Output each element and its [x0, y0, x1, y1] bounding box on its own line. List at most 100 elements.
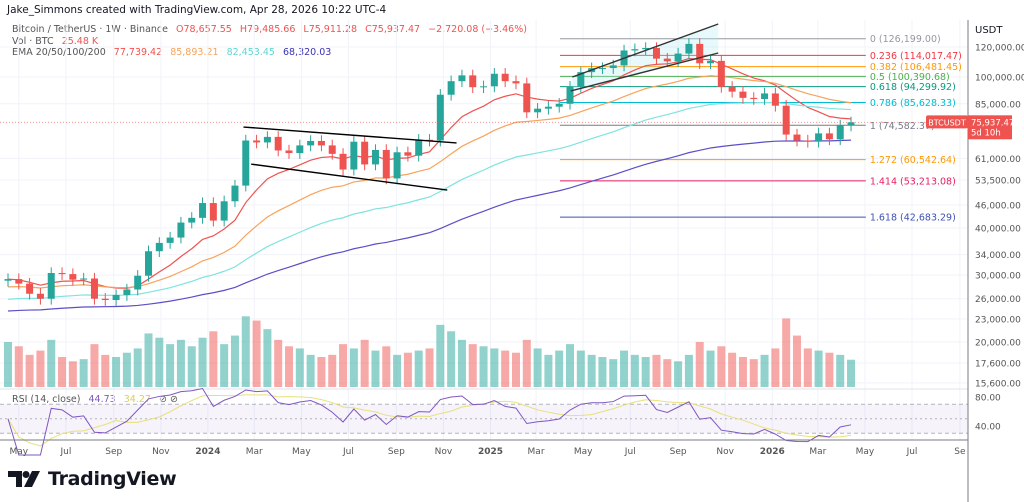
time-axis-tick: May: [856, 447, 875, 457]
volume-bar: [306, 354, 315, 387]
symbol-legend: Bitcoin / TetherUS · 1W · Binance O78,65…: [12, 24, 532, 35]
candle-body: [577, 72, 585, 87]
volume-bar: [760, 354, 769, 387]
price-axis-currency: USDT: [975, 25, 1003, 36]
candle-body: [317, 140, 325, 146]
volume-bar: [198, 337, 207, 387]
open-value: O78,657.55: [176, 24, 232, 35]
symbol-tag-text: BTCUSDT: [928, 118, 966, 127]
candle-body: [739, 91, 747, 98]
candle-body: [263, 136, 271, 143]
volume-bar: [79, 359, 88, 387]
candle-body: [404, 152, 412, 156]
candle-body: [598, 68, 606, 70]
volume-bar: [209, 331, 218, 387]
candle-body: [782, 105, 790, 135]
volume-bar: [641, 357, 650, 387]
trendline: [251, 163, 448, 191]
candle-body: [36, 293, 44, 299]
price-axis-tick: 26,000.00: [975, 295, 1021, 305]
volume-bar: [544, 354, 553, 387]
volume-bar: [274, 339, 283, 387]
tradingview-logo-text: TradingView: [48, 468, 177, 490]
volume-bar: [728, 352, 737, 387]
volume-bar: [285, 346, 294, 387]
candle-body: [771, 93, 779, 106]
price-axis-tick: 40,000.00: [975, 224, 1021, 234]
time-axis-tick: May: [292, 447, 311, 457]
time-axis-tick: Jul: [906, 447, 918, 457]
candle-body: [80, 278, 88, 280]
candle-body: [415, 139, 423, 156]
volume-bar: [382, 346, 391, 387]
symbol-title[interactable]: Bitcoin / TetherUS · 1W · Binance: [12, 24, 168, 35]
hidden-icon[interactable]: ⊘ ⊘: [158, 394, 178, 405]
channel-fill: [570, 23, 719, 91]
volume-bar: [58, 357, 67, 387]
price-axis-tick: 85,000.00: [975, 100, 1021, 110]
candle-body: [707, 60, 715, 64]
candle-body: [566, 86, 574, 104]
candle-body: [231, 185, 239, 202]
candle-body: [101, 298, 109, 301]
candle-body: [242, 140, 250, 186]
volume-bar: [349, 348, 358, 387]
candle-body: [663, 58, 671, 62]
volume-bar: [317, 357, 326, 387]
volume-bar: [25, 354, 34, 387]
ema-line-50: [7, 75, 852, 289]
volume-bar: [566, 344, 575, 387]
ema-label[interactable]: EMA 20/50/100/200: [12, 47, 106, 58]
volume-bar: [630, 354, 639, 387]
candle-body: [652, 47, 660, 59]
volume-bar: [738, 357, 747, 387]
volume-bar: [220, 344, 229, 387]
volume-label[interactable]: Vol · BTC: [12, 36, 54, 47]
rsi-axis-tick: 80.00: [975, 394, 1001, 404]
candle-body: [501, 73, 509, 82]
candle-body: [534, 108, 542, 113]
candle-body: [544, 106, 552, 109]
candle-body: [436, 94, 444, 141]
volume-bar: [598, 357, 607, 387]
volume-bar: [122, 352, 131, 387]
candle-body: [350, 141, 358, 170]
price-tag-value: 75,937.47: [971, 118, 1014, 128]
candle-body: [209, 203, 217, 221]
ema-line-100: [7, 101, 852, 300]
volume-bar: [782, 318, 791, 387]
volume-bar: [533, 348, 542, 387]
volume-bar: [133, 348, 142, 387]
volume-bar: [457, 339, 466, 387]
volume-bar: [36, 350, 45, 387]
candle-body: [728, 86, 736, 92]
candle-body: [393, 152, 401, 179]
fib-level-label: 0.382 (106,481.45): [870, 62, 962, 73]
time-axis-tick: Nov: [716, 447, 734, 457]
candle-body: [58, 273, 66, 275]
volume-bar: [403, 352, 412, 387]
rsi-value: 44.73: [88, 394, 116, 405]
candle-body: [15, 279, 23, 284]
volume-bar: [252, 320, 261, 387]
symbol-tag: [926, 115, 968, 129]
time-axis-tick: Jul: [624, 447, 636, 457]
candle-body: [382, 149, 390, 179]
volume-bar: [847, 359, 856, 387]
price-axis-tick: 23,000.00: [975, 315, 1021, 325]
candle-body: [512, 81, 520, 84]
rsi-label[interactable]: RSI (14, close): [12, 394, 81, 405]
fib-level-label: 0 (126,199.00): [870, 34, 941, 45]
candle-body: [69, 274, 77, 280]
volume-bar: [263, 329, 272, 387]
price-tag-countdown: 5d 10h: [971, 128, 1001, 138]
volume-bar: [436, 324, 445, 387]
candle-body: [847, 122, 855, 126]
volume-bar: [230, 335, 239, 387]
candle-body: [750, 97, 758, 99]
candle-body: [836, 125, 844, 140]
candle-body: [166, 237, 174, 243]
price-axis-tick: 46,000.00: [975, 201, 1021, 211]
volume-bar: [511, 352, 520, 387]
